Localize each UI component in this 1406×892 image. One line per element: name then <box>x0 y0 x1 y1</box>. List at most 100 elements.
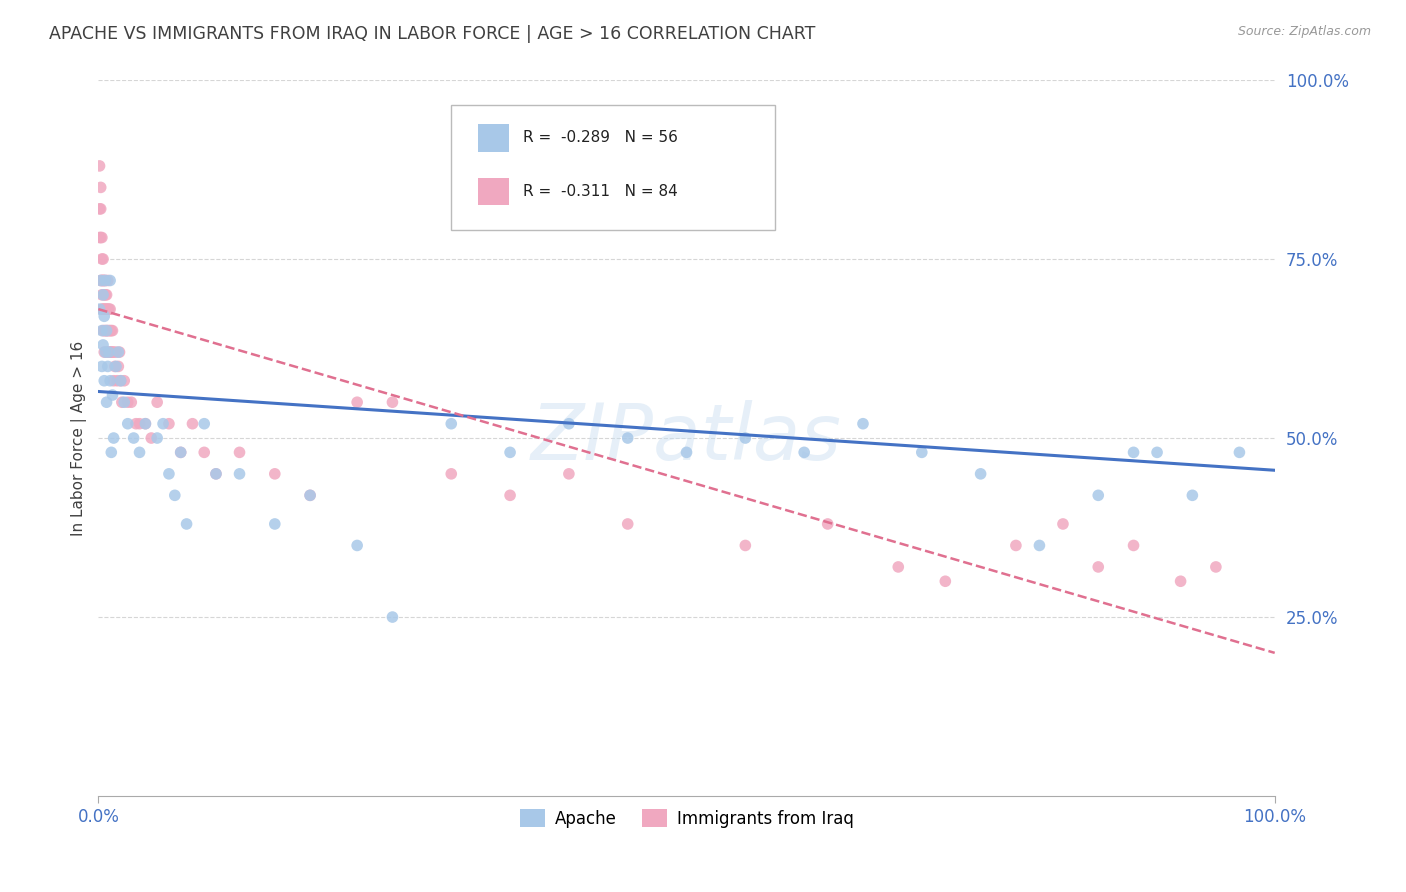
Point <box>193 417 215 431</box>
Point <box>90 273 112 287</box>
Point <box>97 345 120 359</box>
Point <box>675 445 697 459</box>
Point <box>141 431 163 445</box>
Point <box>734 431 756 445</box>
Point <box>103 431 125 445</box>
Point <box>89 302 111 317</box>
Point <box>96 302 118 317</box>
Point <box>90 273 112 287</box>
Point <box>103 374 125 388</box>
Point <box>228 467 250 481</box>
Point <box>111 395 134 409</box>
Point <box>93 288 115 302</box>
Point <box>112 395 135 409</box>
Point <box>91 252 114 266</box>
Point <box>117 417 139 431</box>
Point <box>90 273 112 287</box>
Text: R =  -0.289   N = 56: R = -0.289 N = 56 <box>523 130 678 145</box>
Y-axis label: In Labor Force | Age > 16: In Labor Force | Age > 16 <box>72 341 87 536</box>
Point <box>90 324 112 338</box>
Point <box>91 273 114 287</box>
Point <box>1122 445 1144 459</box>
Point <box>98 302 121 317</box>
Point <box>152 417 174 431</box>
Point <box>346 395 368 409</box>
Point <box>103 345 125 359</box>
Point <box>98 345 121 359</box>
Point <box>94 273 117 287</box>
Point <box>616 431 638 445</box>
Point <box>97 324 120 338</box>
Point <box>1229 445 1251 459</box>
Point <box>157 417 180 431</box>
FancyBboxPatch shape <box>451 105 775 230</box>
Point <box>93 302 115 317</box>
Point <box>146 431 169 445</box>
Point <box>1087 488 1109 502</box>
Point <box>105 359 128 374</box>
Point <box>1181 488 1204 502</box>
Point <box>299 488 322 502</box>
Point <box>93 345 115 359</box>
Point <box>616 516 638 531</box>
Point <box>91 288 114 302</box>
Text: Source: ZipAtlas.com: Source: ZipAtlas.com <box>1237 25 1371 38</box>
Point <box>90 180 112 194</box>
Point <box>122 431 145 445</box>
Point <box>90 230 112 244</box>
FancyBboxPatch shape <box>478 124 509 152</box>
Point <box>734 538 756 552</box>
Point <box>101 324 124 338</box>
Point <box>125 417 148 431</box>
Point <box>97 302 120 317</box>
Point <box>817 516 839 531</box>
Point <box>97 273 120 287</box>
Point <box>98 324 121 338</box>
Point <box>90 230 112 244</box>
Point <box>146 395 169 409</box>
Point <box>93 324 115 338</box>
Point <box>1028 538 1050 552</box>
Point <box>263 467 285 481</box>
Point <box>97 359 120 374</box>
Point <box>91 302 114 317</box>
Point <box>969 467 991 481</box>
Point <box>105 374 128 388</box>
Point <box>90 302 112 317</box>
Point <box>112 374 135 388</box>
Point <box>93 273 115 287</box>
Point <box>1170 574 1192 589</box>
Point <box>128 417 150 431</box>
Point <box>157 467 180 481</box>
Point <box>90 288 112 302</box>
Point <box>96 288 118 302</box>
Point <box>91 273 114 287</box>
Point <box>98 374 121 388</box>
Point <box>93 374 115 388</box>
Point <box>1005 538 1028 552</box>
Point <box>381 395 404 409</box>
Point <box>381 610 404 624</box>
Point <box>934 574 956 589</box>
Point <box>101 345 124 359</box>
Point <box>105 345 128 359</box>
Point <box>94 302 117 317</box>
Text: ZIPatlas: ZIPatlas <box>531 400 842 476</box>
Point <box>97 324 120 338</box>
Point <box>93 310 115 324</box>
Point <box>107 359 129 374</box>
Point <box>128 445 150 459</box>
Point <box>104 359 127 374</box>
Point <box>170 445 193 459</box>
Point <box>96 395 118 409</box>
Point <box>97 345 120 359</box>
Point <box>499 445 522 459</box>
Point <box>89 202 111 216</box>
Point <box>94 345 117 359</box>
Point <box>1122 538 1144 552</box>
Point <box>90 359 112 374</box>
Point <box>228 445 250 459</box>
Point <box>205 467 228 481</box>
Point <box>110 374 132 388</box>
Point <box>108 345 131 359</box>
